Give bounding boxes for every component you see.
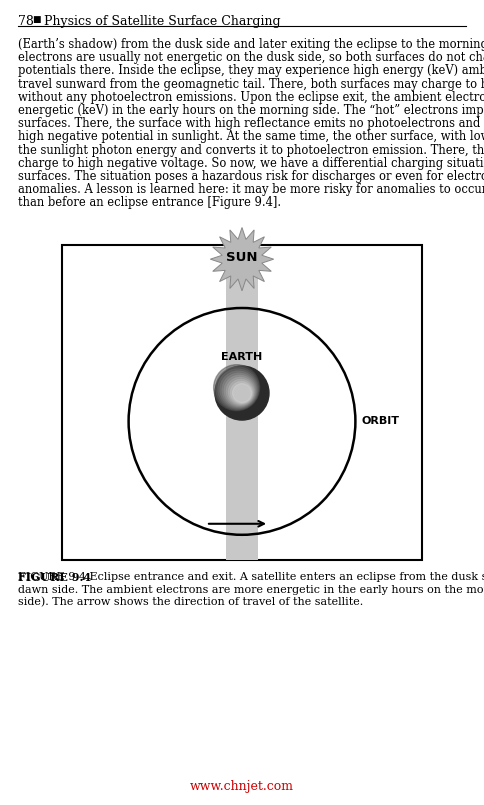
Text: EARTH: EARTH [221,352,263,362]
Text: the sunlight photon energy and converts it to photoelectron emission. There, thi: the sunlight photon energy and converts … [18,143,484,157]
Polygon shape [211,228,273,291]
Text: (Earth’s shadow) from the dusk side and later exiting the eclipse to the morning: (Earth’s shadow) from the dusk side and … [18,38,484,51]
Circle shape [228,379,253,404]
Text: 78: 78 [18,15,34,28]
Text: www.chnjet.com: www.chnjet.com [190,780,294,793]
Text: surfaces. There, the surface with high reflectance emits no photoelectrons and t: surfaces. There, the surface with high r… [18,118,484,130]
Circle shape [222,373,256,407]
Text: without any photoelectron emissions. Upon the eclipse exit, the ambient electron: without any photoelectron emissions. Upo… [18,91,484,104]
Text: than before an eclipse entrance [Figure 9.4].: than before an eclipse entrance [Figure … [18,196,281,209]
Circle shape [213,365,259,411]
Circle shape [215,366,269,420]
Text: side). The arrow shows the direction of travel of the satellite.: side). The arrow shows the direction of … [18,597,363,607]
Text: charge to high negative voltage. So now, we have a differential charging situati: charge to high negative voltage. So now,… [18,157,484,170]
Text: ■: ■ [32,15,41,24]
Text: dawn side. The ambient electrons are more energetic in the early hours on the mo: dawn side. The ambient electrons are mor… [18,584,484,595]
Circle shape [230,382,252,403]
Bar [226,245,258,560]
Text: FIGURE 9.4 Eclipse entrance and exit. A satellite enters an eclipse from the dus: FIGURE 9.4 Eclipse entrance and exit. A … [18,572,484,582]
Text: potentials there. Inside the eclipse, they may experience high energy (keV) ambi: potentials there. Inside the eclipse, th… [18,64,484,77]
Text: travel sunward from the geomagnetic tail. There, both surfaces may charge to hig: travel sunward from the geomagnetic tail… [18,77,484,91]
Text: SUN: SUN [226,250,258,264]
Text: Physics of Satellite Surface Charging: Physics of Satellite Surface Charging [44,15,281,28]
Text: high negative potential in sunlight. At the same time, the other surface, with l: high negative potential in sunlight. At … [18,130,484,143]
Text: energetic (keV) in the early hours on the morning side. The “hot” electrons impa: energetic (keV) in the early hours on th… [18,104,484,117]
Circle shape [224,375,255,406]
Circle shape [232,384,252,402]
Circle shape [218,369,258,409]
Circle shape [226,378,254,405]
Text: ORBIT: ORBIT [362,416,399,427]
Circle shape [216,367,258,410]
Bar [62,245,422,560]
Text: surfaces. The situation poses a hazardous risk for discharges or even for electr: surfaces. The situation poses a hazardou… [18,170,484,183]
Text: electrons are usually not energetic on the dusk side, so both surfaces do not ch: electrons are usually not energetic on t… [18,52,484,64]
Text: FIGURE 9.4: FIGURE 9.4 [18,572,91,583]
Text: anomalies. A lesson is learned here: it may be more risky for anomalies to occur: anomalies. A lesson is learned here: it … [18,184,484,196]
Circle shape [220,371,257,408]
